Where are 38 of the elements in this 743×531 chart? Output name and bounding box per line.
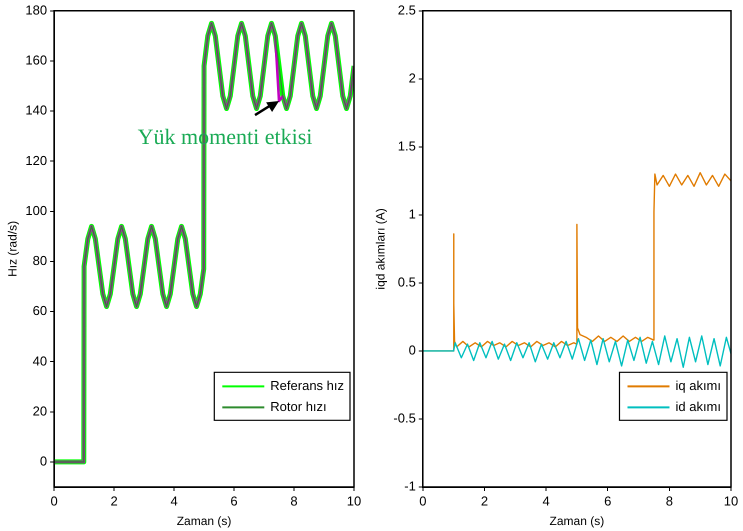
y-tick-label: 40 [32,353,48,368]
y-axis-title: iqd akımları (A) [374,208,388,290]
y-tick-label: 1.5 [398,138,416,154]
x-axis-title: Zaman (s) [176,514,232,528]
x-tick-label: 8 [666,493,673,508]
x-tick-label: 2 [480,493,488,508]
y-tick-label: 0 [408,342,416,358]
y-tick-label: 2 [408,70,416,86]
x-tick-label: 8 [290,493,298,508]
x-tick-label: 4 [542,493,550,508]
y-tick-label: 1 [408,206,416,222]
y-tick-label: 0 [40,454,48,469]
x-tick-label: 10 [724,493,738,508]
legend-label: id akımı [675,398,722,414]
x-tick-label: 0 [419,493,426,508]
y-tick-label: 120 [25,152,48,168]
x-tick-label: 10 [346,493,362,508]
y-tick-label: 2.5 [398,2,416,18]
x-tick-label: 0 [50,493,58,508]
y-tick-label: 160 [25,52,48,68]
y-tick-label: 180 [25,2,48,18]
y-tick-label: -1 [404,478,416,494]
y-tick-label: -0.5 [393,410,416,426]
legend-label: Rotor hızı [270,398,327,414]
x-axis-title: Zaman (s) [550,514,604,528]
x-tick-label: 6 [230,493,238,508]
legend-label: Referans hız [270,378,344,393]
y-tick-label: 80 [32,253,48,268]
x-tick-label: 6 [604,493,612,508]
legend-label: iq akımı [675,378,722,393]
y-tick-label: 0.5 [398,274,416,290]
y-tick-label: 140 [25,102,48,118]
y-tick-label: 100 [25,202,48,218]
x-tick-label: 4 [170,493,178,508]
y-tick-label: 20 [32,403,48,418]
x-tick-label: 2 [110,493,118,508]
y-tick-label: 60 [32,303,48,318]
y-axis-title: Hız (rad/s) [6,220,20,277]
